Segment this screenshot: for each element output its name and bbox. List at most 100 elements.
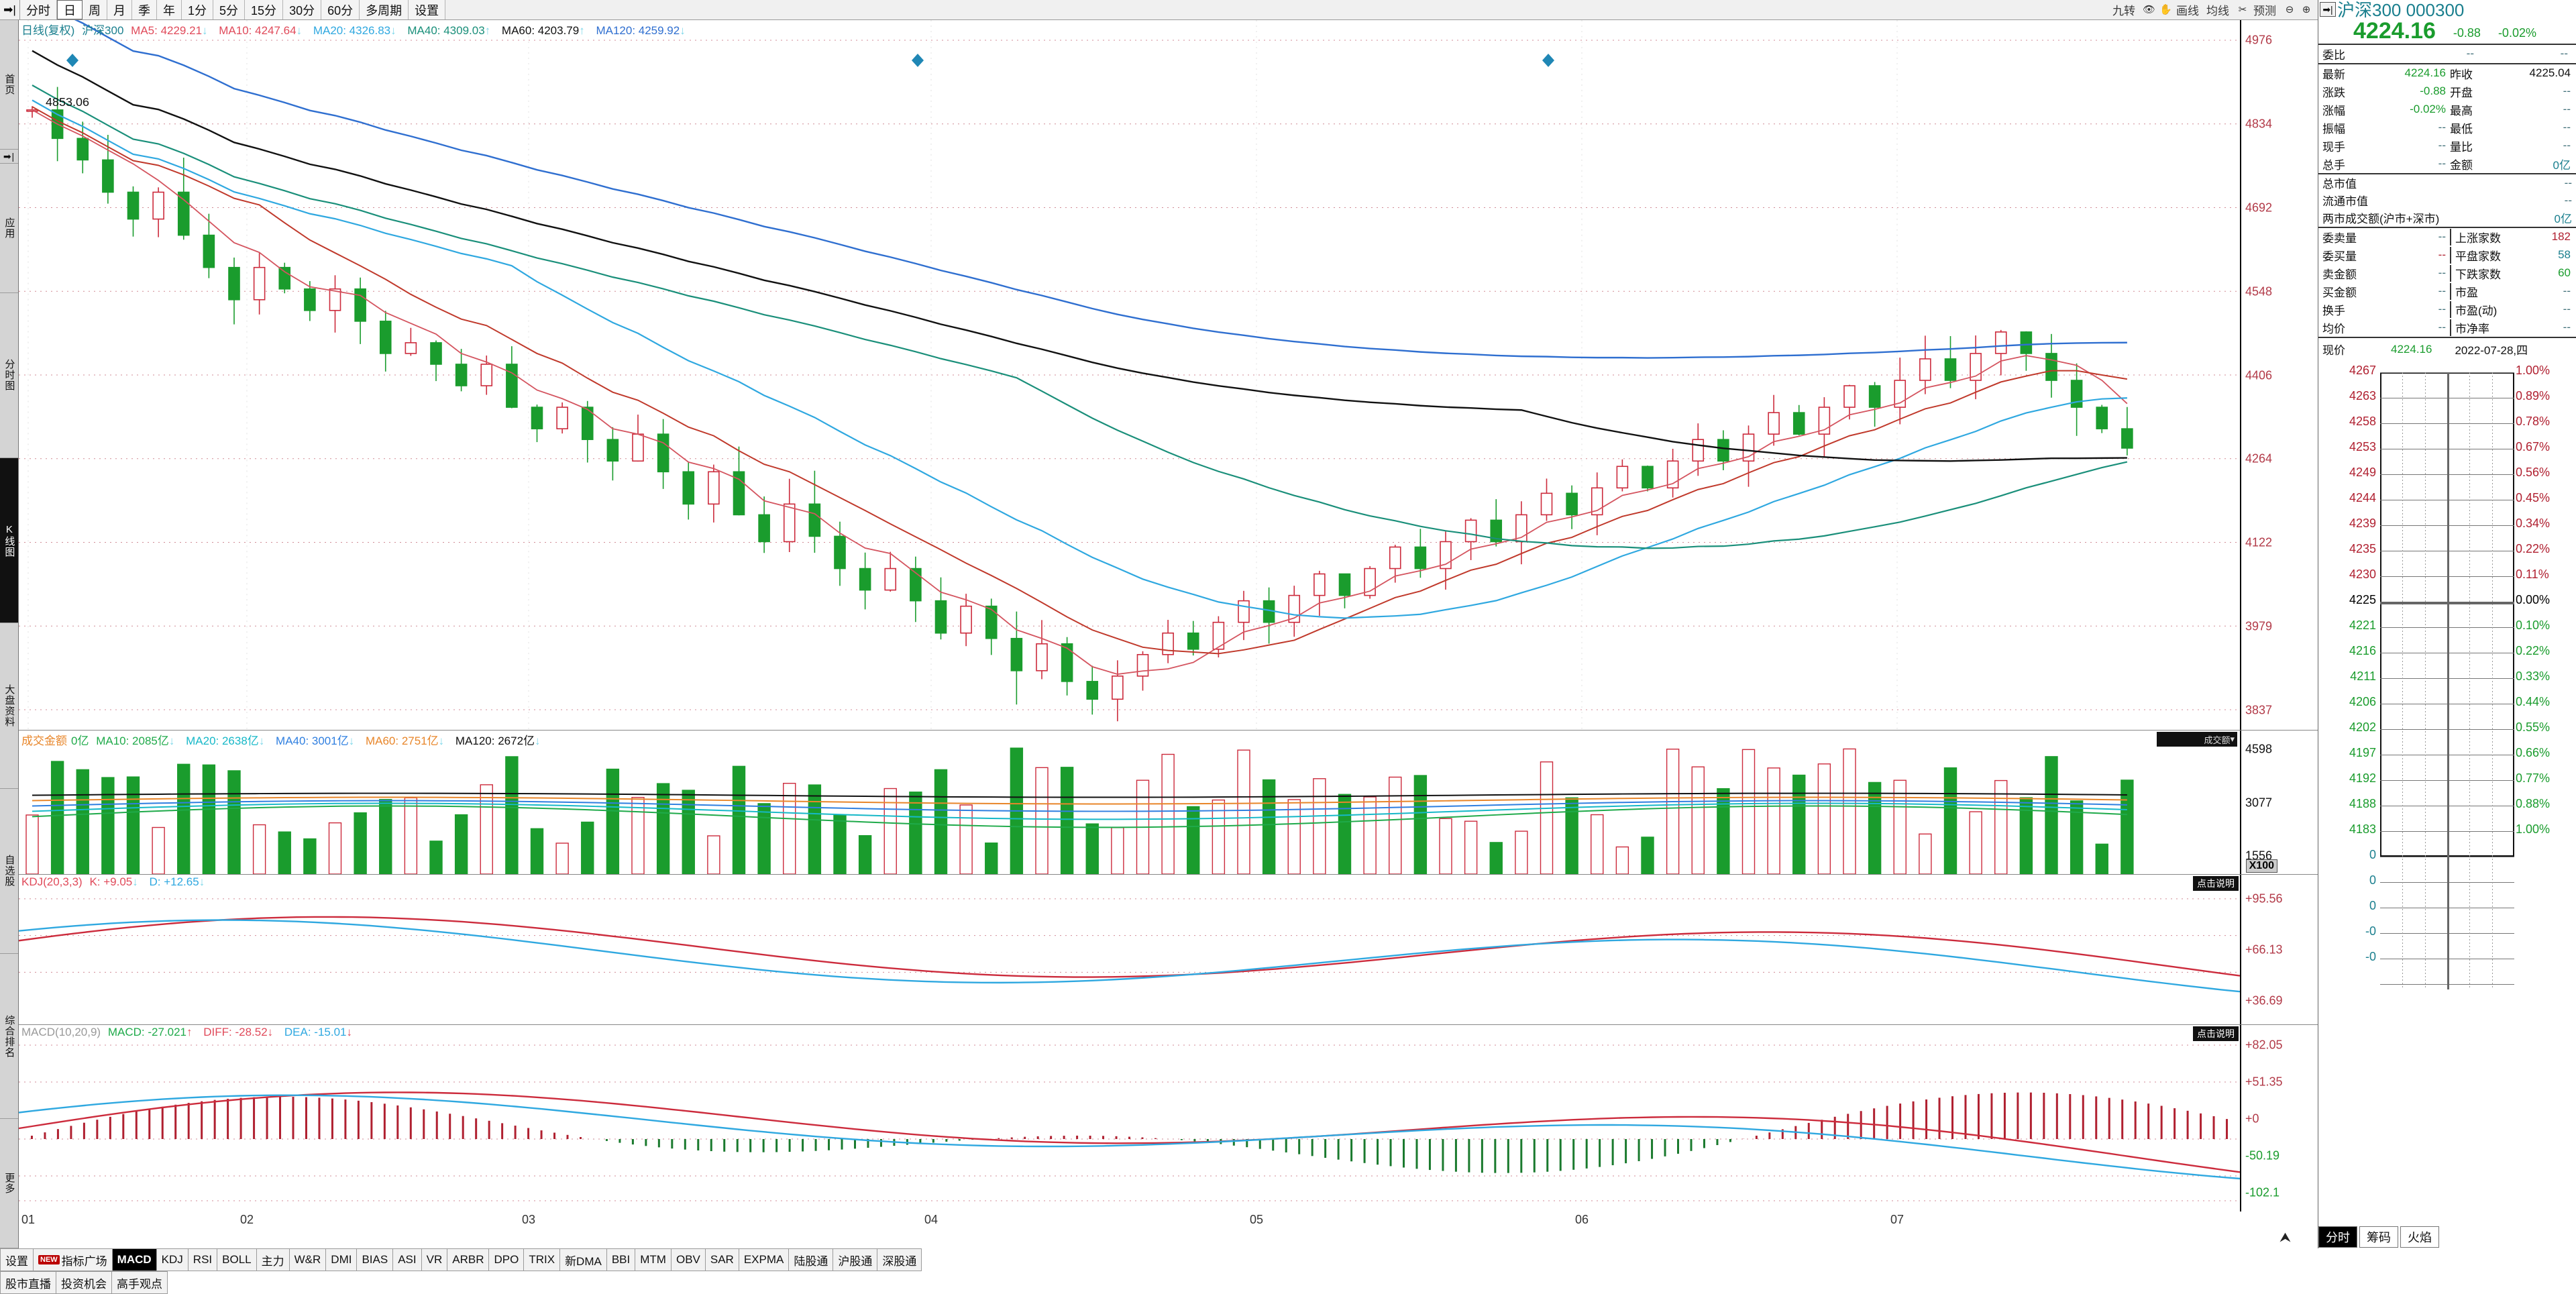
indicator-W&R[interactable]: W&R: [289, 1248, 327, 1271]
ladder-row[interactable]: 4183 1.00%: [2318, 822, 2576, 848]
scissors-icon[interactable]: ✂: [2238, 3, 2247, 15]
ladder-row[interactable]: 4258 0.78%: [2318, 415, 2576, 440]
indicator-沪股通[interactable]: 沪股通: [833, 1248, 878, 1271]
indicator-BOLL[interactable]: BOLL: [217, 1248, 257, 1271]
indicator-投资机会[interactable]: 投资机会: [56, 1271, 112, 1294]
ladder-row[interactable]: -0: [2318, 950, 2576, 975]
zoom-out-icon[interactable]: ⊖: [2285, 3, 2294, 15]
ladder-row[interactable]: 4206 0.44%: [2318, 695, 2576, 720]
macd-pane[interactable]: MACD(10,20,9) MACD: -27.021↑ DIFF: -28.5…: [19, 1025, 2318, 1211]
sidebar-item-7[interactable]: 更多: [0, 1119, 18, 1248]
period-button-1分[interactable]: 1分: [182, 0, 214, 19]
indicator-深股通[interactable]: 深股通: [877, 1248, 922, 1271]
ladder-row[interactable]: 4267 1.00%: [2318, 364, 2576, 389]
indicator-主力[interactable]: 主力: [256, 1248, 290, 1271]
period-button-设置[interactable]: 设置: [409, 0, 446, 19]
ladder-row[interactable]: 4192 0.77%: [2318, 771, 2576, 797]
kdj-plot[interactable]: [19, 875, 2240, 1024]
forward-arrow-icon[interactable]: ➡|: [0, 149, 18, 164]
ladder-row[interactable]: -0: [2318, 924, 2576, 950]
jiuzhuan-label[interactable]: 九转: [2112, 5, 2135, 17]
ladder-row[interactable]: 0: [2318, 899, 2576, 924]
period-button-15分[interactable]: 15分: [245, 0, 284, 19]
kdj-pane[interactable]: KDJ(20,3,3) K: +9.05↓ D: +12.65↓ 点击说明 +9…: [19, 875, 2318, 1025]
forward-arrow-icon[interactable]: ➡|: [2320, 2, 2336, 17]
indicator-TRIX[interactable]: TRIX: [524, 1248, 561, 1271]
quote-tab-火焰[interactable]: 火焰: [2400, 1226, 2439, 1248]
period-button-5分[interactable]: 5分: [213, 0, 246, 19]
indicator-MTM[interactable]: MTM: [635, 1248, 672, 1271]
ladder-row[interactable]: 4188 0.88%: [2318, 797, 2576, 822]
ladder-row[interactable]: 4211 0.33%: [2318, 669, 2576, 695]
period-button-周[interactable]: 周: [83, 0, 107, 19]
indicator-MACD[interactable]: MACD: [112, 1248, 157, 1271]
quote-tab-分时[interactable]: 分时: [2318, 1226, 2357, 1248]
ladder-row[interactable]: 4249 0.56%: [2318, 466, 2576, 491]
macd-hint-badge[interactable]: 点击说明: [2193, 1026, 2239, 1041]
indicator-DMI[interactable]: DMI: [326, 1248, 358, 1271]
ladder-row[interactable]: 4225 0.00%: [2318, 593, 2576, 618]
ladder-row[interactable]: 4244 0.45%: [2318, 491, 2576, 517]
indicator-SAR[interactable]: SAR: [705, 1248, 739, 1271]
ladder-row[interactable]: 4202 0.55%: [2318, 720, 2576, 746]
draw-line-label[interactable]: 画线: [2176, 5, 2199, 17]
period-button-30分[interactable]: 30分: [283, 0, 322, 19]
kdj-hint-badge[interactable]: 点击说明: [2193, 876, 2239, 891]
predict-label[interactable]: 预测: [2253, 5, 2276, 17]
indicator-ARBR[interactable]: ARBR: [447, 1248, 490, 1271]
period-button-月[interactable]: 月: [107, 0, 132, 19]
ladder-row[interactable]: 4216 0.22%: [2318, 644, 2576, 669]
indicator-BIAS[interactable]: BIAS: [357, 1248, 394, 1271]
zoom-in-icon[interactable]: ⊕: [2302, 3, 2311, 15]
sidebar-item-2[interactable]: 分时图: [0, 292, 18, 459]
ladder-row[interactable]: 4239 0.34%: [2318, 517, 2576, 542]
pin-up-icon[interactable]: ⮝: [2279, 1230, 2291, 1245]
ladder-row[interactable]: 4253 0.67%: [2318, 440, 2576, 466]
hand-icon[interactable]: ✋: [2159, 3, 2172, 15]
price-plot[interactable]: 4853.06 3757.09: [19, 20, 2240, 730]
ma-line-label[interactable]: 均线: [2206, 5, 2229, 17]
ladder-row[interactable]: 4263 0.89%: [2318, 389, 2576, 415]
indicator-ASI[interactable]: ASI: [393, 1248, 422, 1271]
indicator-VR[interactable]: VR: [421, 1248, 448, 1271]
period-button-日[interactable]: 日: [57, 0, 83, 19]
indicator-股市直播[interactable]: 股市直播: [0, 1271, 56, 1294]
sidebar-item-0[interactable]: 首页: [0, 20, 18, 150]
ladder-row[interactable]: 4197 0.66%: [2318, 746, 2576, 771]
ladder-row[interactable]: 4230 0.11%: [2318, 568, 2576, 593]
volume-plot[interactable]: [19, 731, 2240, 874]
indicator-EXPMA[interactable]: EXPMA: [739, 1248, 790, 1271]
period-button-分时[interactable]: 分时: [20, 0, 57, 19]
indicator-DPO[interactable]: DPO: [489, 1248, 525, 1271]
eye-icon[interactable]: 👁: [2143, 3, 2156, 15]
indicator-高手观点[interactable]: 高手观点: [112, 1271, 168, 1294]
indicator-设置[interactable]: 设置: [0, 1248, 34, 1271]
period-button-季[interactable]: 季: [132, 0, 157, 19]
ladder-row[interactable]: 4235 0.22%: [2318, 542, 2576, 568]
period-button-60分[interactable]: 60分: [321, 0, 360, 19]
period-button-年[interactable]: 年: [157, 0, 182, 19]
volume-type-dropdown[interactable]: 成交额 ▾: [2157, 732, 2237, 747]
indicator-陆股通[interactable]: 陆股通: [789, 1248, 834, 1271]
indicator-BBI[interactable]: BBI: [606, 1248, 636, 1271]
sidebar-item-4[interactable]: 大盘资料: [0, 623, 18, 789]
price-ladder[interactable]: 4267 1.00% 4263 0.89% 4258 0.78% 4253 0.67% 4249…: [2318, 364, 2576, 1008]
sidebar-item-3[interactable]: K线图: [0, 458, 18, 624]
sidebar-item-1[interactable]: 应用: [0, 164, 18, 293]
indicator-指标广场[interactable]: NEW 指标广场: [34, 1248, 113, 1271]
indicator-KDJ[interactable]: KDJ: [156, 1248, 189, 1271]
ladder-row[interactable]: 0: [2318, 873, 2576, 899]
sidebar-item-6[interactable]: 综合排名: [0, 954, 18, 1120]
forward-arrow-icon[interactable]: ➡|: [0, 0, 20, 19]
indicator-OBV[interactable]: OBV: [671, 1248, 706, 1271]
sidebar-item-5[interactable]: 自选股: [0, 788, 18, 955]
ladder-row[interactable]: 0: [2318, 848, 2576, 873]
indicator-RSI[interactable]: RSI: [188, 1248, 218, 1271]
price-chart-pane[interactable]: 日线(复权) 沪深300 MA5: 4229.21↓ MA10: 4247.64…: [19, 20, 2318, 731]
period-button-多周期[interactable]: 多周期: [360, 0, 409, 19]
quote-tab-筹码[interactable]: 筹码: [2359, 1226, 2398, 1248]
volume-pane[interactable]: 成交金额 0亿 MA10: 2085亿↓ MA20: 2638亿↓ MA40: 3…: [19, 731, 2318, 875]
indicator-新DMA[interactable]: 新DMA: [560, 1248, 607, 1271]
macd-plot[interactable]: [19, 1025, 2240, 1211]
ladder-row[interactable]: 4221 0.10%: [2318, 618, 2576, 644]
